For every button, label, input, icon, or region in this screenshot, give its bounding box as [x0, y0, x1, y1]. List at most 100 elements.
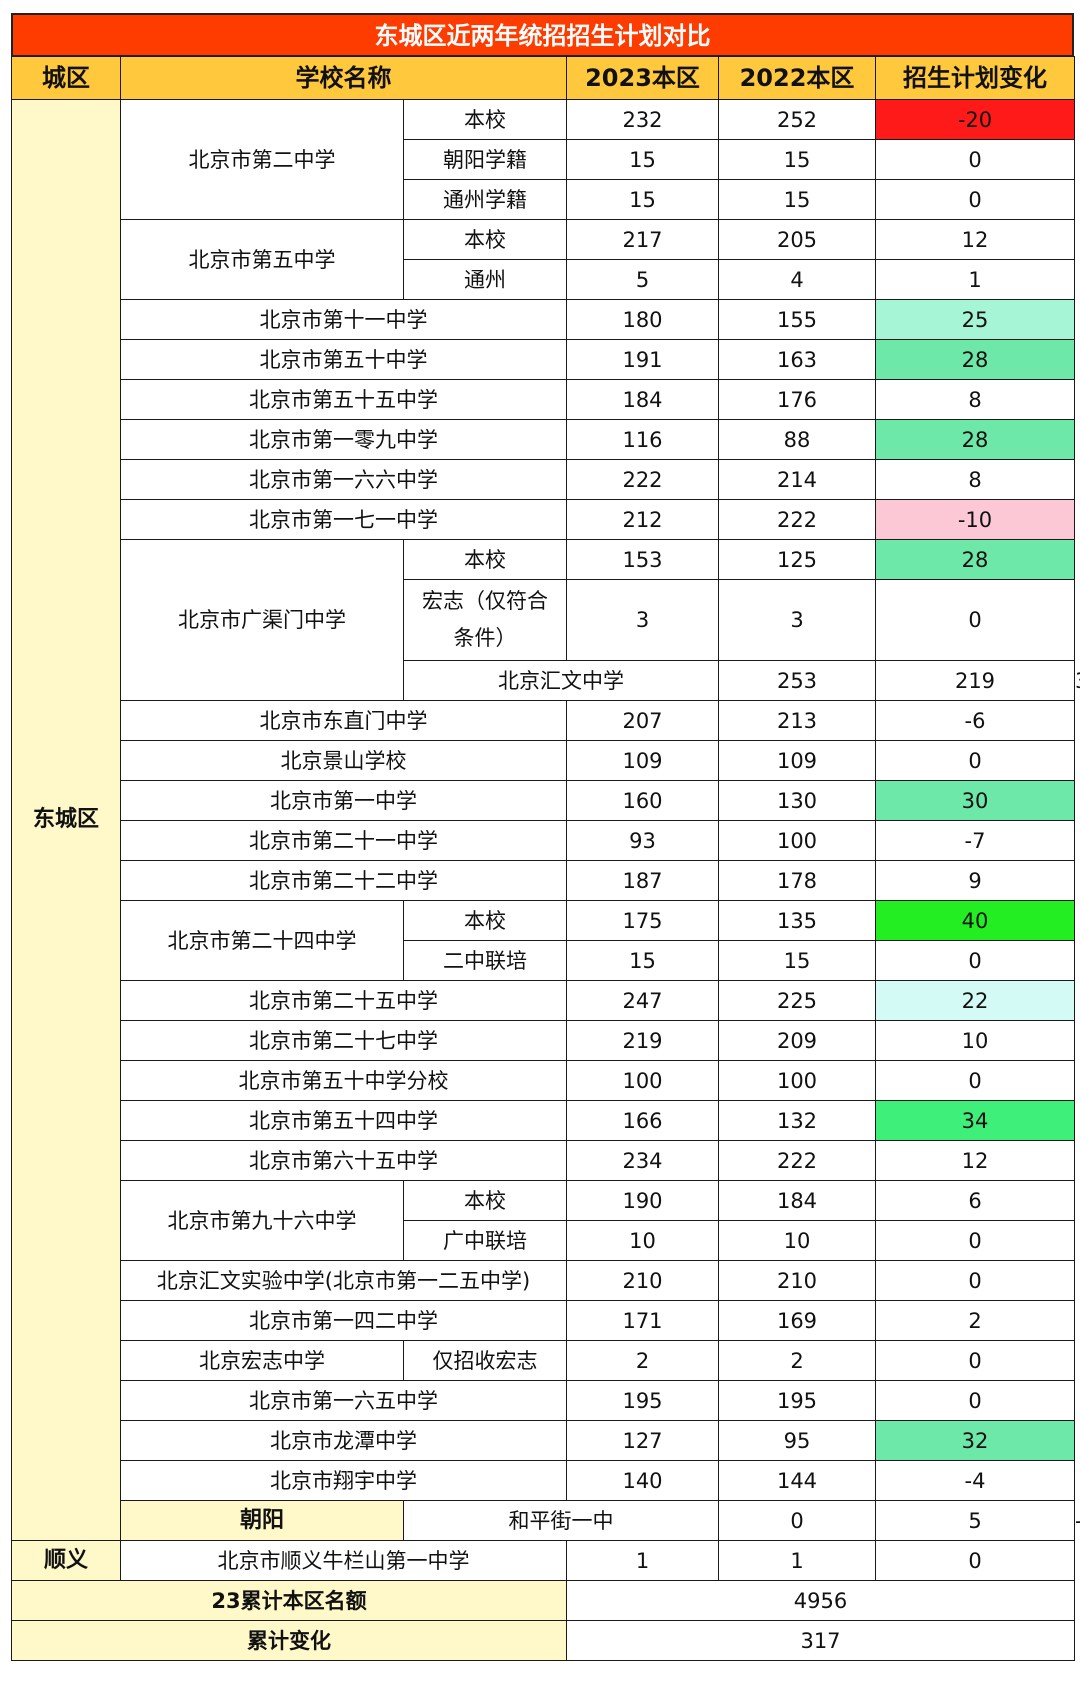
totals-label: 23累计本区名额: [11, 1580, 567, 1621]
plan-change: 0: [875, 139, 1075, 180]
table-row: 二中联培 15 15 0: [12, 940, 1075, 981]
value-2023: 15: [566, 940, 719, 981]
value-2023: 100: [566, 1060, 719, 1101]
school-name: 北京市第五十中学: [120, 339, 567, 380]
value-2022: 1: [718, 1540, 876, 1581]
value-2022: 100: [718, 1060, 876, 1101]
plan-change: 25: [875, 299, 1075, 340]
sub-category: 宏志（仅符合条件）: [403, 579, 567, 661]
header-change: 招生计划变化: [875, 56, 1075, 100]
value-2022: 144: [718, 1460, 876, 1501]
table-row: 通州学籍 15 15 0: [12, 179, 1075, 220]
table-row: 北京市第五十四中学 166 132 34: [12, 1100, 1075, 1141]
value-2023: 109: [566, 740, 719, 781]
table-row: 北京市广渠门中学 本校 153 125 28: [12, 539, 1075, 701]
value-2023: 15: [566, 179, 719, 220]
totals-row: 累计变化 317: [11, 1620, 1075, 1661]
plan-change: 0: [875, 940, 1075, 981]
school-name: 北京市第二中学: [120, 99, 404, 220]
school-name: 北京市龙潭中学: [120, 1420, 567, 1461]
value-2022: 125: [718, 539, 876, 580]
value-2022: 184: [718, 1180, 876, 1221]
value-2023: 153: [566, 539, 719, 580]
table-title: 东城区近两年统招招生计划对比: [11, 13, 1074, 56]
district-cell: 朝阳: [120, 1500, 404, 1541]
school-name: 北京市第六十五中学: [120, 1140, 567, 1181]
value-2023: 207: [566, 700, 719, 741]
plan-change: 28: [875, 339, 1075, 380]
table-row: 北京市第二十五中学 247 225 22: [12, 980, 1075, 1021]
plan-change: 10: [875, 1020, 1075, 1061]
sub-category: 本校: [403, 99, 567, 140]
plan-change: 8: [875, 459, 1075, 500]
school-name: 北京市第五十四中学: [120, 1100, 567, 1141]
value-2022: 88: [718, 419, 876, 460]
table-row: 北京市第二十二中学 187 178 9: [12, 860, 1075, 901]
value-2023: 191: [566, 339, 719, 380]
enrollment-table: 城区 学校名称 2023本区 2022本区 招生计划变化 东城区 北京市第二中学本…: [11, 56, 1080, 1661]
sub-category: 通州: [403, 259, 567, 300]
plan-change: 0: [875, 1340, 1075, 1381]
value-2023: 171: [566, 1300, 719, 1341]
table-row: 北京市第一中学 160 130 30: [12, 780, 1075, 821]
school-name: 北京市东直门中学: [120, 700, 567, 741]
value-2022: 214: [718, 459, 876, 500]
value-2022: 222: [718, 1140, 876, 1181]
school-name: 北京市第五十五中学: [120, 379, 567, 420]
value-2022: 169: [718, 1300, 876, 1341]
table-row: 北京市翔宇中学 140 144 -4: [12, 1460, 1075, 1501]
table-row: 通州 5 4 1: [12, 259, 1075, 300]
sub-category: 本校: [403, 1180, 567, 1221]
district-cell: 顺义: [11, 1540, 121, 1581]
value-2022: 209: [718, 1020, 876, 1061]
table-row: 广中联培 10 10 0: [12, 1220, 1075, 1261]
table-row: 北京市第一四二中学 171 169 2: [12, 1300, 1075, 1341]
value-2022: 176: [718, 379, 876, 420]
value-2023: 15: [566, 139, 719, 180]
school-name: 北京宏志中学: [120, 1340, 404, 1381]
value-2023: 219: [566, 1020, 719, 1061]
plan-change: 12: [875, 1140, 1075, 1181]
school-name: 北京市第二十一中学: [120, 820, 567, 861]
value-2023: 2: [566, 1340, 719, 1381]
plan-change: 28: [875, 419, 1075, 460]
plan-change: 9: [875, 860, 1075, 901]
table-row: 北京市第一七一中学 212 222 -10: [12, 499, 1075, 540]
school-name: 北京市广渠门中学: [120, 539, 404, 701]
table-row: 北京市龙潭中学 127 95 32: [12, 1420, 1075, 1461]
table-row: 北京市第一六六中学 222 214 8: [12, 459, 1075, 500]
table-row: 北京市第十一中学 180 155 25: [12, 299, 1075, 340]
value-2022: 213: [718, 700, 876, 741]
value-2022: 219: [875, 660, 1075, 701]
enrollment-comparison-sheet: 东城区近两年统招招生计划对比 城区 学校名称 2023本区 2022本区 招生计…: [11, 13, 1080, 1661]
value-2022: 3: [718, 579, 876, 661]
school-name: 北京市第一六六中学: [120, 459, 567, 500]
school-name: 北京市第二十四中学: [120, 900, 404, 981]
plan-change: 6: [875, 1180, 1075, 1221]
table-row: 北京市东直门中学 207 213 -6: [12, 700, 1075, 741]
value-2023: 195: [566, 1380, 719, 1421]
table-row: 北京市第二十一中学 93 100 -7: [12, 820, 1075, 861]
value-2022: 155: [718, 299, 876, 340]
value-2022: 100: [718, 820, 876, 861]
plan-change: -7: [875, 820, 1075, 861]
table-row: 北京市第九十六中学 本校 190 184 6: [12, 1180, 1075, 1261]
value-2022: 225: [718, 980, 876, 1021]
value-2022: 15: [718, 940, 876, 981]
school-name: 北京市第一四二中学: [120, 1300, 567, 1341]
table-row: 北京市第六十五中学 234 222 12: [12, 1140, 1075, 1181]
value-2022: 195: [718, 1380, 876, 1421]
table-row: 北京市第五十中学 191 163 28: [12, 339, 1075, 380]
value-2023: 247: [566, 980, 719, 1021]
header-row: 城区 学校名称 2023本区 2022本区 招生计划变化: [11, 56, 1075, 100]
value-2023: 253: [718, 660, 876, 701]
value-2022: 5: [875, 1500, 1075, 1541]
school-name: 北京市第五中学: [120, 219, 404, 300]
value-2022: 10: [718, 1220, 876, 1261]
plan-change: 0: [875, 1540, 1075, 1581]
value-2022: 132: [718, 1100, 876, 1141]
header-school: 学校名称: [120, 56, 567, 100]
plan-change: 0: [875, 1260, 1075, 1301]
